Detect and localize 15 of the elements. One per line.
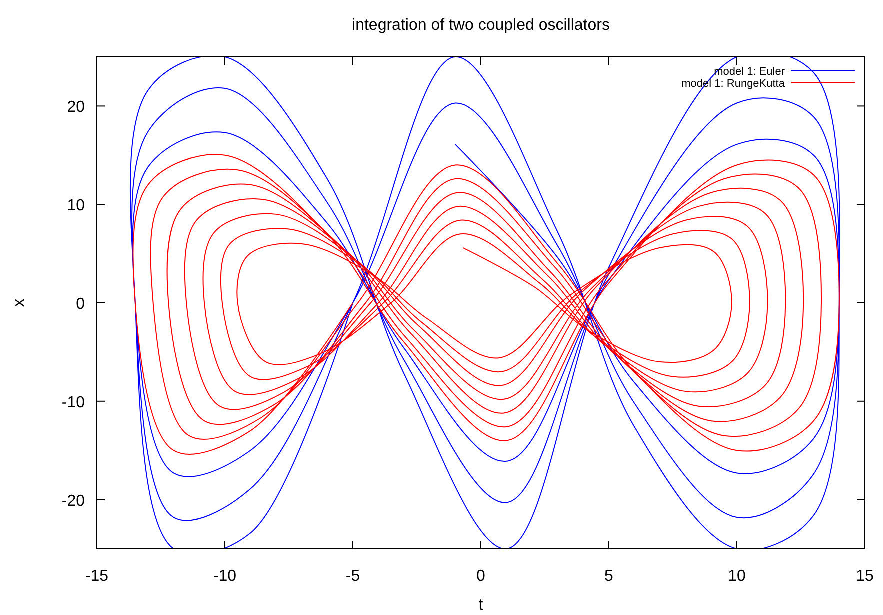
y-tick-label: 20	[67, 99, 86, 116]
y-tick-label: -10	[62, 394, 86, 412]
x-tick-label: 10	[728, 568, 746, 585]
x-tick-label: -15	[85, 568, 109, 585]
chart-title: integration of two coupled oscillators	[352, 17, 610, 34]
x-tick-label: 15	[856, 568, 874, 585]
y-tick-label: 10	[67, 198, 86, 215]
x-tick-label: 5	[604, 568, 614, 585]
x-tick-label: -10	[213, 568, 237, 585]
y-tick-label: -20	[62, 492, 86, 510]
y-tick-label: 0	[76, 296, 86, 313]
x-tick-label: 0	[476, 568, 486, 585]
x-tick-label: -5	[346, 568, 360, 585]
y-axis-title: x	[11, 299, 28, 307]
x-axis-title: t	[478, 597, 484, 614]
